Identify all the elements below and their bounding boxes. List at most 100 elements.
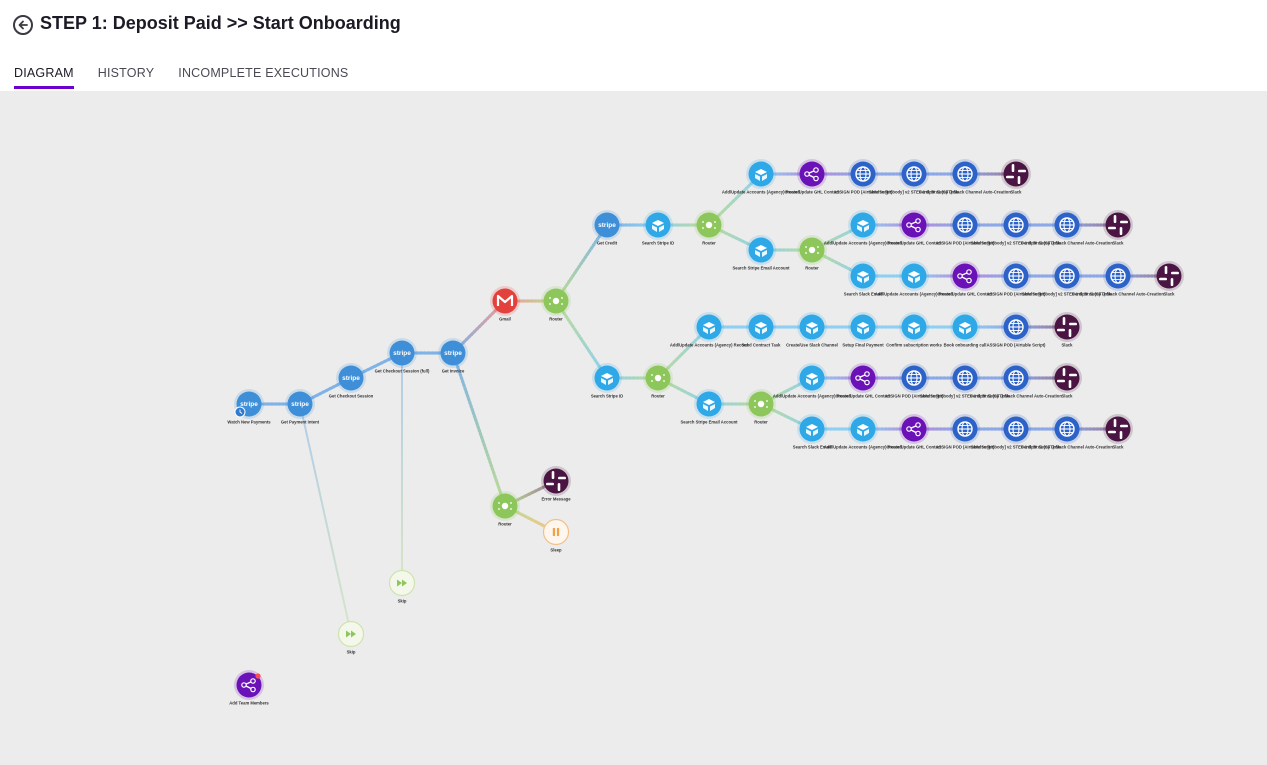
module-label: Send to [Nobody] v2 STEP 1 Split Setup J… — [869, 190, 960, 195]
connection-line[interactable] — [554, 299, 609, 380]
module-node-airtable[interactable]: Create/Use Slack Channel — [786, 312, 838, 348]
router-icon — [498, 502, 512, 510]
module-label: Get Credit — [597, 241, 618, 246]
module-node-router[interactable]: Router — [643, 363, 673, 399]
module-node-slack[interactable]: Slack — [1052, 363, 1082, 399]
module-label: Skip — [398, 599, 407, 604]
module-label: Slack — [1011, 190, 1023, 195]
module-node-router[interactable]: Router — [797, 235, 827, 271]
module-label: Add/Update Accounts (Agency) Record — [875, 292, 954, 297]
module-node-airtable[interactable]: Add/Update Accounts (Agency) Record — [722, 159, 801, 195]
module-node-airtable[interactable]: Search Stripe ID — [591, 363, 623, 399]
module-label: Create/Update GHL Contact — [937, 292, 993, 297]
module-node-airtable[interactable]: Add/Update Accounts (Agency) Record — [773, 363, 852, 399]
module-node-slack[interactable]: Slack — [1154, 261, 1184, 297]
module-node-stripe[interactable]: stripe Watch New Payments — [227, 389, 271, 425]
tab-history[interactable]: HISTORY — [97, 66, 155, 80]
module-node-skip[interactable]: Skip — [337, 620, 365, 655]
module-node-stripe[interactable]: stripe Get Checkout Session — [329, 363, 374, 399]
module-node-http[interactable]: Send to v2 (SFT) Slack Channel Auto-Crea… — [970, 363, 1062, 399]
nodes-layer: stripe Watch New Payments stripe Get Paymen… — [227, 159, 1184, 706]
module-node-http[interactable]: Send to v2 (SFT) Slack Channel Auto-Crea… — [1021, 414, 1113, 450]
connection-line[interactable] — [554, 223, 609, 303]
module-node-http[interactable]: ASSIGN POD (Airtable Script) — [987, 261, 1046, 297]
airtable-icon — [703, 399, 715, 411]
http-globe-icon — [906, 370, 922, 386]
module-node-http[interactable]: ASSIGN POD (Airtable Script) — [936, 210, 995, 246]
module-node-slack[interactable]: Slack — [1001, 159, 1031, 195]
module-node-skip[interactable]: Skip — [388, 569, 416, 604]
module-label: Get Checkout Session (full) — [375, 369, 430, 374]
module-node-webhook[interactable]: Create/Update GHL Contact — [886, 414, 942, 450]
svg-text:stripe: stripe — [240, 401, 258, 408]
module-node-airtable[interactable]: Book onboarding call — [944, 312, 987, 348]
module-node-http[interactable]: Send to [Nobody] v2 STEP 1 Split Setup J… — [971, 210, 1062, 246]
module-node-airtable[interactable]: Send Contract Task — [741, 312, 781, 348]
module-node-airtable[interactable]: Add/Update Accounts (Agency) Record — [824, 414, 903, 450]
module-node-airtable[interactable]: Search Stripe ID — [642, 210, 674, 246]
module-node-slack[interactable]: Slack — [1103, 414, 1133, 450]
module-node-http[interactable]: ASSIGN POD (Airtable Script) — [987, 312, 1046, 348]
module-node-webhook[interactable]: Create/Update GHL Contact — [886, 210, 942, 246]
module-node-http[interactable]: ASSIGN POD (Airtable Script) — [834, 159, 893, 195]
module-label: Router — [754, 420, 768, 425]
module-node-stripe[interactable]: stripe Get Invoice — [438, 338, 468, 374]
module-node-http[interactable]: Send to v2 (SFT) Slack Channel Auto-Crea… — [1021, 210, 1113, 246]
module-label: Search Stripe Email Account — [732, 266, 790, 271]
module-node-sleep[interactable]: Sleep — [542, 518, 570, 553]
module-label: Slack — [1113, 241, 1125, 246]
module-label: Router — [549, 317, 563, 322]
http-globe-icon — [957, 217, 973, 233]
module-node-gmail[interactable]: Gmail — [490, 286, 520, 322]
module-label: Skip — [347, 650, 356, 655]
module-node-airtable[interactable]: Search Slack Email — [844, 261, 882, 297]
scenario-canvas[interactable]: stripe Watch New Payments stripe Get Paymen… — [0, 91, 1267, 765]
module-label: Add/Update Accounts (Agency) Record — [670, 343, 749, 348]
module-node-airtable[interactable]: Search Slack Email — [793, 414, 831, 450]
module-node-slack[interactable]: Slack — [1052, 312, 1082, 348]
module-node-airtable[interactable]: Add/Update Accounts (Agency) Record — [875, 261, 954, 297]
tab-incomplete-executions[interactable]: INCOMPLETE EXECUTIONS — [178, 66, 349, 80]
http-globe-icon — [957, 166, 973, 182]
module-label: Add Team Members — [229, 701, 269, 706]
sleep-pause-icon — [552, 528, 560, 536]
connection-line[interactable] — [299, 403, 352, 635]
module-node-http[interactable]: Send to [Nobody] v2 STEP 1 Split Setup J… — [971, 414, 1062, 450]
module-node-stripe[interactable]: stripe Get Payment Intent — [281, 389, 320, 425]
module-node-http[interactable]: Send to v2 (SFT) Slack Channel Auto-Crea… — [919, 159, 1011, 195]
tab-diagram[interactable]: DIAGRAM — [14, 66, 74, 89]
back-arrow-icon[interactable] — [13, 15, 33, 35]
module-label: Create/Update GHL Contact — [886, 445, 942, 450]
connection-line[interactable] — [451, 351, 507, 508]
module-node-webhook[interactable]: Create/Update GHL Contact — [784, 159, 840, 195]
module-label: Get Checkout Session — [329, 394, 374, 399]
module-node-stripe[interactable]: stripe Get Credit — [592, 210, 622, 246]
module-node-airtable[interactable]: Setup Final Payment — [842, 312, 884, 348]
module-node-webhook[interactable]: Create/Update GHL Contact — [835, 363, 891, 399]
module-node-webhook[interactable]: Add Team Members — [229, 670, 269, 706]
module-node-airtable[interactable]: Search Stripe Email Account — [732, 235, 790, 271]
airtable-icon — [857, 220, 869, 232]
module-node-router[interactable]: Router — [746, 389, 776, 425]
module-node-airtable[interactable]: Add/Update Accounts (Agency) Record — [824, 210, 903, 246]
module-node-stripe[interactable]: stripe Get Checkout Session (full) — [375, 338, 430, 374]
module-label: Slack — [1062, 343, 1074, 348]
module-node-router[interactable]: Router — [490, 491, 520, 527]
http-globe-icon — [957, 370, 973, 386]
module-node-router[interactable]: Router — [541, 286, 571, 322]
module-node-airtable[interactable]: Confirm subscription works — [886, 312, 942, 348]
module-node-http[interactable]: Send to [Nobody] v2 STEP 1 Split Setup J… — [1022, 261, 1113, 297]
module-node-webhook[interactable]: Create/Update GHL Contact — [937, 261, 993, 297]
module-label: Confirm subscription works — [886, 343, 942, 348]
module-node-http[interactable]: Send to [Nobody] v2 STEP 1 Split Setup J… — [869, 159, 960, 195]
module-node-http[interactable]: ASSIGN POD (Airtable Script) — [936, 414, 995, 450]
module-node-airtable[interactable]: Search Stripe Email Account — [680, 389, 738, 425]
module-node-http[interactable]: ASSIGN POD (Airtable Script) — [885, 363, 944, 399]
module-node-http[interactable]: Send to [Nobody] v2 STEP 1 Split Setup J… — [920, 363, 1011, 399]
module-node-slack[interactable]: Error Message — [541, 466, 571, 502]
airtable-icon — [959, 322, 971, 334]
module-node-http[interactable]: Send to v2 (SFT) Slack Channel Auto-Crea… — [1072, 261, 1164, 297]
module-node-airtable[interactable]: Add/Update Accounts (Agency) Record — [670, 312, 749, 348]
module-node-router[interactable]: Router — [694, 210, 724, 246]
module-node-slack[interactable]: Slack — [1103, 210, 1133, 246]
